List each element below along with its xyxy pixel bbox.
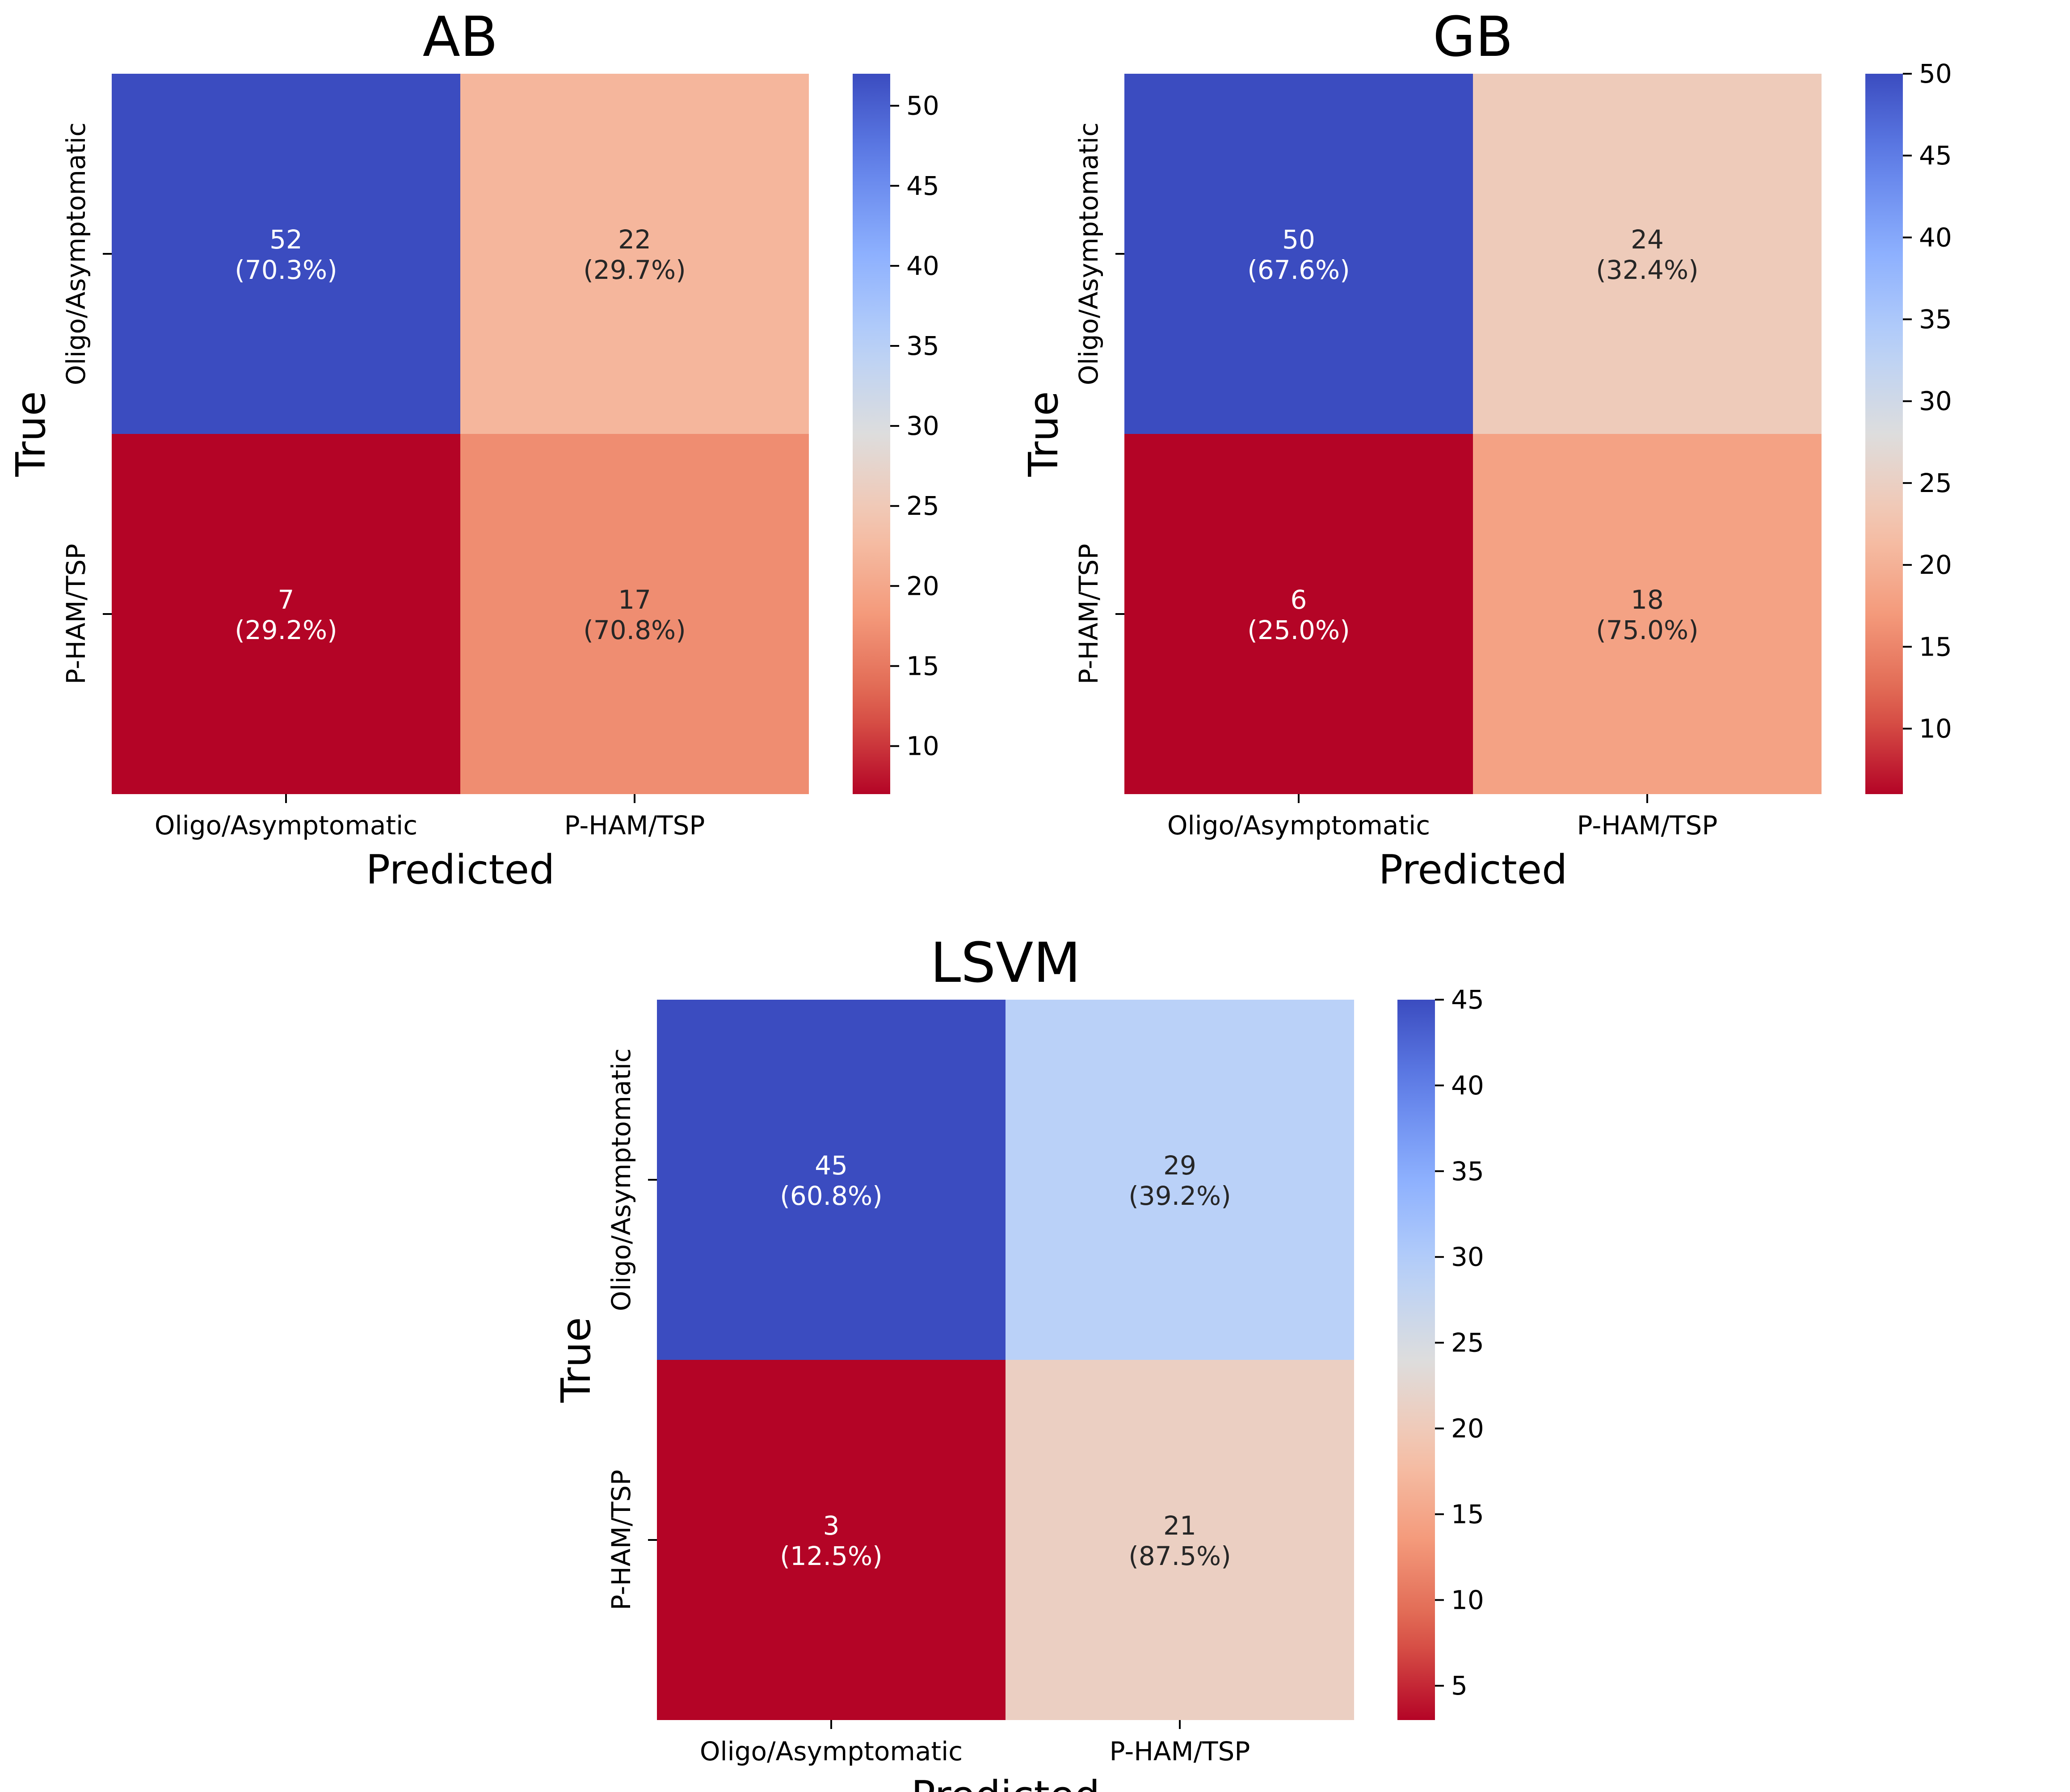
colorbar-tick-label: 20 bbox=[906, 571, 939, 601]
heatmap-cell-r0-c0 bbox=[1124, 74, 1473, 434]
cell-count-label: 50 bbox=[1282, 224, 1315, 255]
cell-count-label: 52 bbox=[269, 224, 303, 255]
colorbar-tick-label: 15 bbox=[1451, 1499, 1484, 1529]
heatmap-cell-r1-c0 bbox=[1124, 434, 1473, 794]
colorbar-tick-label: 50 bbox=[906, 91, 939, 121]
cell-count-label: 21 bbox=[1163, 1510, 1196, 1541]
cell-percent-label: (70.3%) bbox=[235, 255, 337, 285]
colorbar-tick-label: 10 bbox=[1451, 1585, 1484, 1615]
cell-count-label: 22 bbox=[618, 224, 651, 255]
colorbar-tick-label: 10 bbox=[906, 731, 939, 761]
heatmap-cell-r1-c1 bbox=[1473, 434, 1822, 794]
y-tick-label: Oligo/Asymptomatic bbox=[606, 1048, 636, 1311]
cell-percent-label: (70.8%) bbox=[583, 615, 686, 645]
heatmap-cell-r0-c1 bbox=[460, 74, 809, 434]
cell-percent-label: (29.7%) bbox=[583, 255, 686, 285]
colorbar-tick-label: 30 bbox=[1919, 386, 1952, 416]
heatmap-cell-r1-c1 bbox=[1006, 1360, 1354, 1720]
heatmap-panel-gb: GB50(67.6%)24(32.4%)6(25.0%)18(75.0%)Oli… bbox=[1020, 5, 1952, 893]
colorbar-tick-label: 45 bbox=[1919, 140, 1952, 171]
cell-percent-label: (12.5%) bbox=[780, 1541, 883, 1571]
x-tick-label: P-HAM/TSP bbox=[1577, 810, 1718, 841]
chart-title: AB bbox=[423, 5, 498, 69]
cell-count-label: 24 bbox=[1631, 224, 1664, 255]
colorbar-tick-label: 30 bbox=[1451, 1242, 1484, 1272]
heatmap-cell-r1-c0 bbox=[657, 1360, 1006, 1720]
heatmap-cell-r0-c0 bbox=[112, 74, 460, 434]
colorbar-tick-label: 35 bbox=[1451, 1156, 1484, 1186]
colorbar-tick-label: 20 bbox=[1451, 1413, 1484, 1444]
colorbar bbox=[853, 74, 890, 794]
x-axis-label: Predicted bbox=[911, 1772, 1100, 1792]
heatmap-panel-lsvm: LSVM45(60.8%)29(39.2%)3(12.5%)21(87.5%)O… bbox=[553, 931, 1484, 1792]
y-tick-label: P-HAM/TSP bbox=[1073, 544, 1104, 685]
y-tick-label: Oligo/Asymptomatic bbox=[1073, 122, 1104, 385]
colorbar-tick-label: 25 bbox=[1451, 1328, 1484, 1358]
y-axis-label: True bbox=[1020, 391, 1067, 477]
colorbar-tick-label: 10 bbox=[1919, 713, 1952, 744]
x-axis-label: Predicted bbox=[1379, 846, 1568, 893]
colorbar-tick-label: 15 bbox=[906, 651, 939, 681]
y-axis-label: True bbox=[8, 391, 55, 477]
cell-count-label: 7 bbox=[278, 585, 295, 615]
cell-percent-label: (75.0%) bbox=[1596, 615, 1699, 645]
cell-percent-label: (67.6%) bbox=[1247, 255, 1350, 285]
cell-count-label: 18 bbox=[1631, 585, 1664, 615]
heatmap-cell-r0-c0 bbox=[657, 1000, 1006, 1360]
heatmap-cell-r0-c1 bbox=[1473, 74, 1822, 434]
colorbar-tick-label: 35 bbox=[906, 331, 939, 361]
heatmap-cell-r0-c1 bbox=[1006, 1000, 1354, 1360]
chart-title: GB bbox=[1433, 5, 1513, 69]
cell-count-label: 3 bbox=[823, 1510, 840, 1541]
y-tick-label: P-HAM/TSP bbox=[61, 544, 91, 685]
x-tick-label: Oligo/Asymptomatic bbox=[700, 1736, 963, 1767]
colorbar-tick-label: 40 bbox=[906, 251, 939, 281]
x-axis-label: Predicted bbox=[366, 846, 555, 893]
x-tick-label: Oligo/Asymptomatic bbox=[1167, 810, 1430, 841]
colorbar-tick-label: 15 bbox=[1919, 631, 1952, 662]
cell-percent-label: (25.0%) bbox=[1247, 615, 1350, 645]
y-axis-label: True bbox=[553, 1317, 600, 1403]
cell-percent-label: (60.8%) bbox=[780, 1181, 883, 1211]
x-tick-label: P-HAM/TSP bbox=[1110, 1736, 1250, 1767]
colorbar bbox=[1865, 74, 1903, 794]
x-tick-label: P-HAM/TSP bbox=[564, 810, 705, 841]
cell-count-label: 45 bbox=[815, 1150, 848, 1181]
cell-percent-label: (39.2%) bbox=[1128, 1181, 1231, 1211]
x-tick-label: Oligo/Asymptomatic bbox=[155, 810, 417, 841]
colorbar-tick-label: 50 bbox=[1919, 59, 1952, 89]
colorbar bbox=[1397, 1000, 1435, 1720]
colorbar-tick-label: 40 bbox=[1451, 1070, 1484, 1101]
colorbar-tick-label: 20 bbox=[1919, 550, 1952, 580]
cell-count-label: 6 bbox=[1291, 585, 1307, 615]
cell-count-label: 17 bbox=[618, 585, 651, 615]
colorbar-tick-label: 45 bbox=[906, 171, 939, 201]
y-tick-label: Oligo/Asymptomatic bbox=[61, 122, 91, 385]
heatmap-panel-ab: AB 52(70.3%) 22(29.7%) 7(29.2%) 17(70.8%) Oli… bbox=[8, 5, 939, 893]
heatmap-cell-r1-c0 bbox=[112, 434, 460, 794]
colorbar-tick-label: 25 bbox=[906, 491, 939, 521]
chart-title: LSVM bbox=[930, 931, 1081, 995]
y-tick-label: P-HAM/TSP bbox=[606, 1470, 636, 1611]
cell-percent-label: (87.5%) bbox=[1128, 1541, 1231, 1571]
cell-count-label: 29 bbox=[1163, 1150, 1196, 1181]
colorbar-tick-label: 35 bbox=[1919, 304, 1952, 335]
colorbar-tick-label: 40 bbox=[1919, 222, 1952, 252]
cell-percent-label: (32.4%) bbox=[1596, 255, 1699, 285]
colorbar-tick-label: 45 bbox=[1451, 984, 1484, 1015]
cell-percent-label: (29.2%) bbox=[235, 615, 337, 645]
colorbar-tick-label: 25 bbox=[1919, 468, 1952, 498]
colorbar-tick-label: 5 bbox=[1451, 1670, 1468, 1701]
colorbar-tick-label: 30 bbox=[906, 411, 939, 441]
heatmap-cell-r1-c1 bbox=[460, 434, 809, 794]
